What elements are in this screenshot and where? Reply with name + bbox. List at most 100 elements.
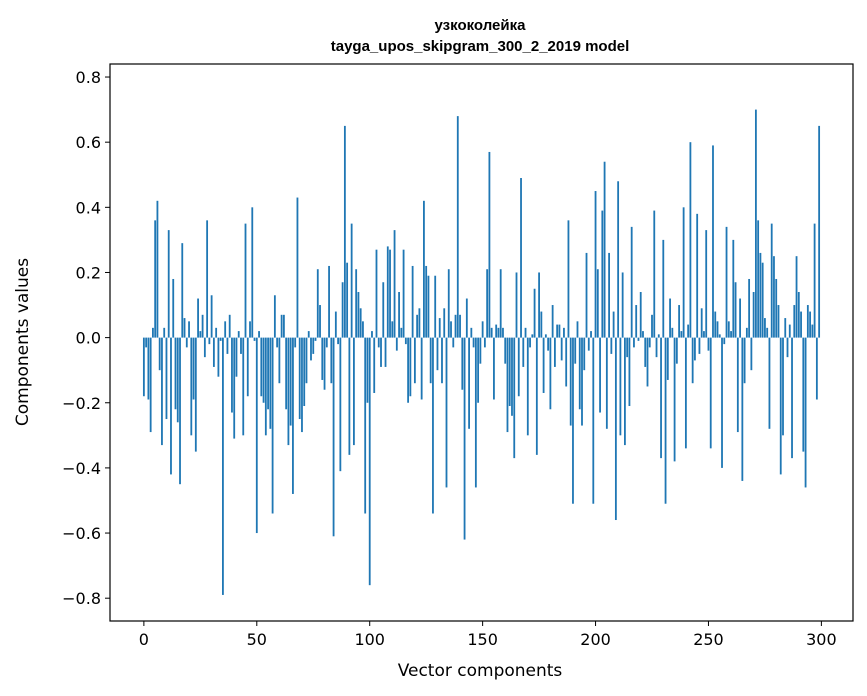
bar-183 <box>556 324 559 338</box>
bar-39 <box>231 337 233 413</box>
bar-279 <box>773 256 775 338</box>
bar-62 <box>282 314 285 338</box>
bar-107 <box>384 337 387 367</box>
bar-148 <box>477 337 480 403</box>
bar-243 <box>691 337 694 384</box>
bar-30 <box>210 295 213 338</box>
bar-235 <box>673 337 676 462</box>
bar-205 <box>605 337 608 429</box>
bar-5 <box>154 220 157 338</box>
bar-234 <box>671 327 674 338</box>
bar-196 <box>585 252 588 338</box>
bar-121 <box>416 314 419 338</box>
bar-282 <box>779 337 782 475</box>
bar-240 <box>684 337 687 449</box>
bar-127 <box>429 337 432 384</box>
bar-129 <box>434 275 437 338</box>
bar-18 <box>183 318 186 338</box>
bar-79 <box>321 337 324 380</box>
bar-169 <box>524 327 527 338</box>
bar-190 <box>572 337 574 504</box>
bar-106 <box>382 282 385 338</box>
bar-181 <box>551 305 554 338</box>
bar-137 <box>452 337 455 348</box>
bar-series <box>142 109 821 595</box>
bar-68 <box>296 197 299 338</box>
bar-215 <box>628 337 631 407</box>
bar-77 <box>316 269 319 338</box>
bar-125 <box>425 265 428 338</box>
bar-108 <box>386 246 389 338</box>
bar-96 <box>359 308 362 338</box>
bar-198 <box>590 331 592 338</box>
bar-135 <box>447 269 450 338</box>
bar-26 <box>201 314 204 338</box>
bar-214 <box>626 337 629 358</box>
bar-176 <box>540 311 543 338</box>
bar-239 <box>682 207 685 338</box>
bar-285 <box>786 337 789 358</box>
bar-93 <box>353 337 355 446</box>
bar-265 <box>741 337 744 481</box>
bar-58 <box>273 295 276 338</box>
bar-164 <box>513 337 516 459</box>
bar-132 <box>441 337 443 384</box>
bar-87 <box>339 337 342 472</box>
bar-258 <box>725 226 728 338</box>
bar-281 <box>777 305 780 338</box>
bar-82 <box>328 265 330 338</box>
bar-64 <box>287 337 290 446</box>
bar-211 <box>619 337 622 436</box>
bar-192 <box>576 321 579 338</box>
bar-50 <box>255 337 258 534</box>
bar-10 <box>165 337 168 420</box>
bar-171 <box>529 337 531 348</box>
bar-1 <box>145 337 148 348</box>
bar-269 <box>750 337 753 371</box>
bar-255 <box>718 334 721 338</box>
bar-294 <box>806 305 809 338</box>
bar-61 <box>280 314 283 338</box>
bar-162 <box>508 337 511 407</box>
bar-273 <box>759 252 762 338</box>
bar-35 <box>222 337 224 595</box>
bar-133 <box>443 308 446 338</box>
bar-275 <box>764 318 766 338</box>
bar-119 <box>411 265 414 338</box>
bar-36 <box>224 321 227 338</box>
bar-8 <box>161 337 163 446</box>
bar-274 <box>761 262 764 338</box>
bar-91 <box>348 337 351 455</box>
bar-200 <box>594 191 597 338</box>
bar-195 <box>583 337 586 371</box>
bar-267 <box>745 327 748 338</box>
bar-81 <box>325 337 328 348</box>
bar-298 <box>815 337 818 400</box>
bar-128 <box>432 337 434 514</box>
bar-94 <box>355 269 358 338</box>
bar-57 <box>271 337 274 514</box>
bar-120 <box>413 337 416 384</box>
bar-4 <box>152 327 154 338</box>
bar-65 <box>289 337 292 426</box>
bar-40 <box>233 337 236 439</box>
bar-288 <box>793 305 796 338</box>
bar-204 <box>603 161 606 338</box>
bar-156 <box>495 324 498 338</box>
bar-173 <box>533 288 536 338</box>
bar-83 <box>330 337 333 384</box>
bar-23 <box>194 337 197 452</box>
bar-102 <box>373 337 376 393</box>
x-tick-label: 150 <box>467 630 498 649</box>
bar-277 <box>768 337 771 429</box>
bar-7 <box>158 337 161 371</box>
bar-201 <box>596 269 599 338</box>
y-axis: −0.8 −0.6 −0.4 −0.2 0.0 0.2 0.4 0.6 0.8 <box>62 68 110 608</box>
bar-95 <box>357 292 360 338</box>
bar-245 <box>696 213 699 338</box>
bar-12 <box>170 337 172 475</box>
bar-228 <box>657 334 660 338</box>
bar-117 <box>407 337 410 403</box>
bar-247 <box>700 308 703 338</box>
